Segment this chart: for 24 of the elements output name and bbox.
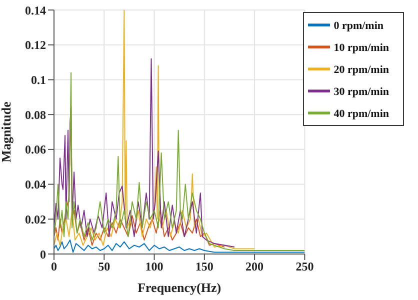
y-tick-label: 0.06 xyxy=(25,142,46,157)
x-axis-title: Frequency(Hz) xyxy=(138,280,222,295)
line-series xyxy=(54,58,235,248)
legend-label: 40 rpm/min xyxy=(334,108,389,120)
legend-label: 0 rpm/min xyxy=(334,20,384,32)
y-tick-label: 0.12 xyxy=(25,38,46,52)
y-tick-label: 0.14 xyxy=(25,3,46,18)
x-tick-label: 150 xyxy=(195,260,214,274)
x-tick-label: 0 xyxy=(51,260,57,274)
legend-label: 20 rpm/min xyxy=(334,64,389,76)
y-axis-title: Magnitude xyxy=(0,101,14,162)
legend-label: 30 rpm/min xyxy=(334,86,389,98)
legend-label: 10 rpm/min xyxy=(334,42,389,54)
line-series xyxy=(54,72,305,252)
x-tick-label: 200 xyxy=(246,260,264,274)
y-tick-label: 0.04 xyxy=(25,178,46,192)
y-tick-label: 0.02 xyxy=(25,212,46,226)
line-series xyxy=(54,10,256,250)
y-tick-label: 0.1 xyxy=(31,72,46,87)
x-tick-label: 100 xyxy=(145,260,164,274)
y-tick-label: 0 xyxy=(40,247,46,262)
y-tick-label: 0.08 xyxy=(25,108,46,122)
x-tick-label: 50 xyxy=(98,260,110,274)
x-tick-label: 250 xyxy=(296,260,314,274)
